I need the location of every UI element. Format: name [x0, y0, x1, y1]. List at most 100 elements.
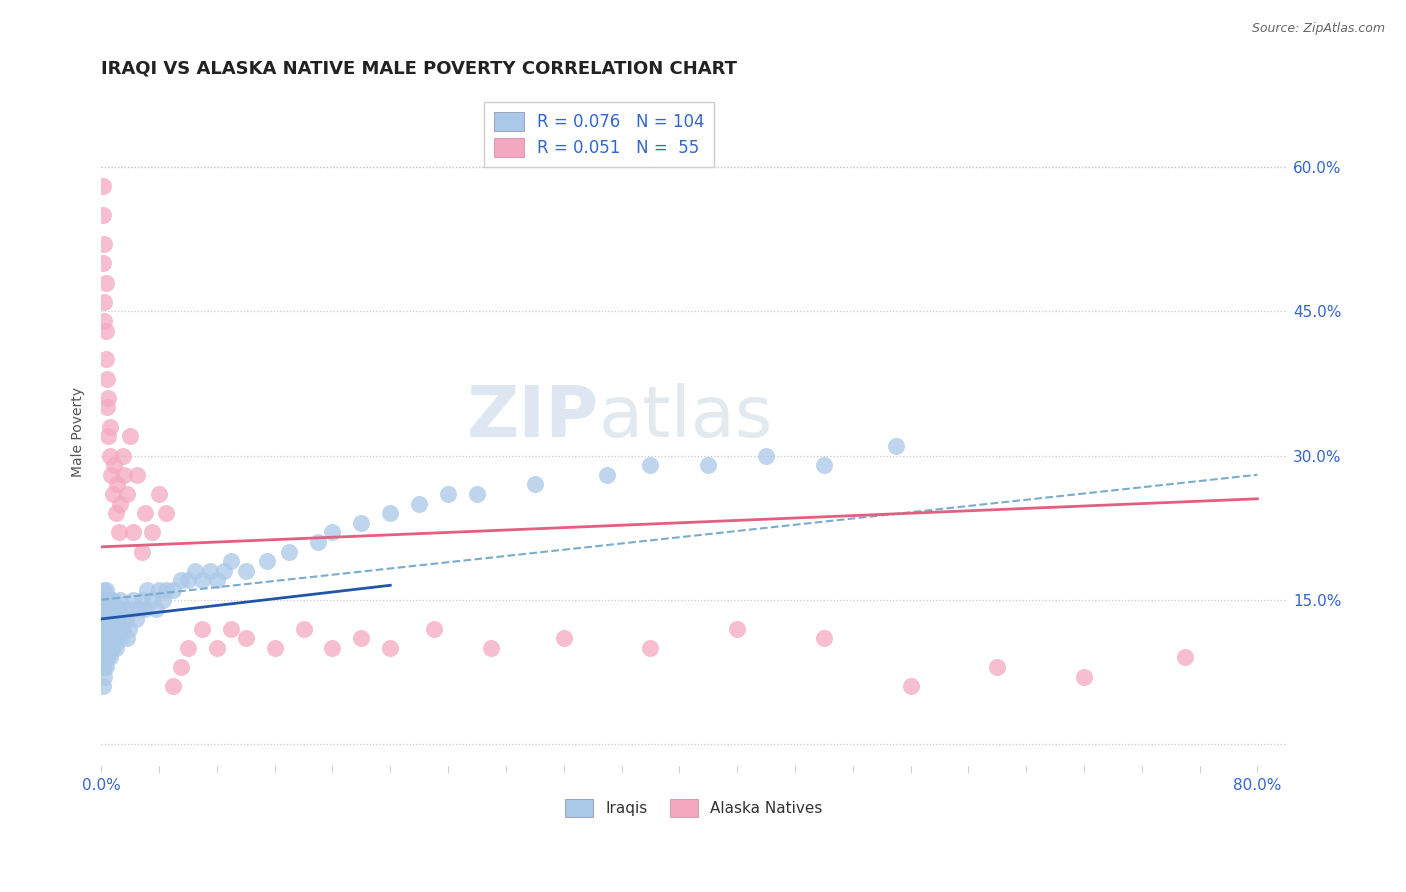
Point — [94, 631, 117, 645]
Point — [93, 640, 115, 655]
Point — [155, 583, 177, 598]
Point — [93, 622, 115, 636]
Point — [321, 525, 343, 540]
Point — [97, 429, 120, 443]
Point — [128, 602, 150, 616]
Point — [350, 516, 373, 530]
Point — [177, 640, 200, 655]
Point — [884, 439, 907, 453]
Point — [96, 602, 118, 616]
Point — [94, 592, 117, 607]
Point — [93, 592, 115, 607]
Point — [105, 477, 128, 491]
Point — [97, 612, 120, 626]
Point — [221, 622, 243, 636]
Point — [100, 631, 122, 645]
Point — [191, 574, 214, 588]
Point — [93, 294, 115, 309]
Point — [101, 640, 124, 655]
Point — [141, 592, 163, 607]
Point — [91, 679, 114, 693]
Point — [107, 622, 129, 636]
Point — [91, 256, 114, 270]
Point — [986, 660, 1008, 674]
Point — [101, 487, 124, 501]
Point — [104, 602, 127, 616]
Point — [93, 583, 115, 598]
Point — [98, 612, 121, 626]
Point — [640, 640, 662, 655]
Point — [725, 622, 748, 636]
Point — [205, 574, 228, 588]
Point — [110, 631, 132, 645]
Point — [100, 622, 122, 636]
Point — [422, 622, 444, 636]
Point — [136, 583, 159, 598]
Point — [198, 564, 221, 578]
Point — [114, 612, 136, 626]
Point — [145, 602, 167, 616]
Point — [105, 631, 128, 645]
Point — [212, 564, 235, 578]
Point — [122, 525, 145, 540]
Point — [170, 660, 193, 674]
Point — [108, 592, 131, 607]
Point — [94, 276, 117, 290]
Point — [93, 650, 115, 665]
Point — [107, 525, 129, 540]
Point — [307, 535, 329, 549]
Point — [596, 467, 619, 482]
Point — [380, 640, 402, 655]
Point — [107, 602, 129, 616]
Point — [97, 631, 120, 645]
Point — [94, 622, 117, 636]
Point — [120, 429, 142, 443]
Point — [256, 554, 278, 568]
Point — [94, 583, 117, 598]
Text: ZIP: ZIP — [467, 384, 599, 452]
Point — [148, 583, 170, 598]
Point — [205, 640, 228, 655]
Point — [104, 640, 127, 655]
Point — [93, 612, 115, 626]
Point — [93, 631, 115, 645]
Point — [103, 458, 125, 472]
Point — [755, 449, 778, 463]
Point — [103, 631, 125, 645]
Point — [97, 592, 120, 607]
Point — [235, 564, 257, 578]
Point — [101, 592, 124, 607]
Point — [98, 650, 121, 665]
Point — [105, 612, 128, 626]
Point — [91, 622, 114, 636]
Point — [437, 487, 460, 501]
Point — [184, 564, 207, 578]
Point — [94, 650, 117, 665]
Point — [292, 622, 315, 636]
Point — [98, 419, 121, 434]
Point — [94, 612, 117, 626]
Point — [94, 352, 117, 367]
Point — [321, 640, 343, 655]
Point — [523, 477, 546, 491]
Point — [104, 506, 127, 520]
Point — [93, 314, 115, 328]
Point — [96, 622, 118, 636]
Point — [115, 631, 138, 645]
Point — [93, 631, 115, 645]
Point — [122, 592, 145, 607]
Point — [98, 631, 121, 645]
Point — [96, 631, 118, 645]
Point — [162, 679, 184, 693]
Point — [100, 602, 122, 616]
Point — [94, 660, 117, 674]
Point — [553, 631, 575, 645]
Point — [148, 487, 170, 501]
Point — [900, 679, 922, 693]
Point — [93, 660, 115, 674]
Point — [125, 612, 148, 626]
Point — [640, 458, 662, 472]
Point — [134, 602, 156, 616]
Point — [98, 592, 121, 607]
Point — [177, 574, 200, 588]
